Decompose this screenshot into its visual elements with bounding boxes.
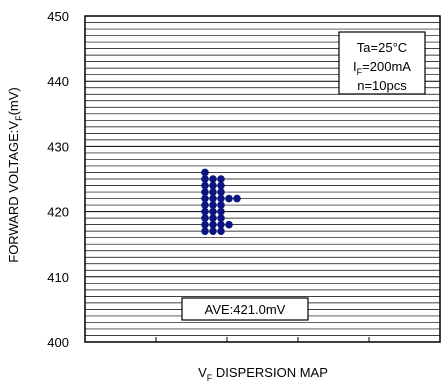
- x-axis-label-main: V: [198, 365, 207, 380]
- data-point: [201, 201, 209, 209]
- data-point: [209, 175, 217, 183]
- average-box: AVE:421.0mV: [181, 297, 309, 321]
- data-point: [217, 201, 225, 209]
- data-point: [201, 227, 209, 235]
- y-tick-label: 450: [47, 9, 69, 24]
- data-point: [217, 214, 225, 222]
- data-point: [217, 220, 225, 229]
- data-point: [217, 194, 225, 203]
- y-axis-tick-labels: 400 410 420 430 440 450: [47, 9, 69, 350]
- data-point: [209, 194, 217, 203]
- data-point: [217, 227, 225, 235]
- condition-current-value: =200mA: [362, 59, 411, 74]
- y-tick-label: 420: [47, 205, 69, 220]
- data-point: [209, 220, 217, 229]
- data-point: [209, 214, 217, 222]
- data-point: [209, 181, 217, 190]
- data-point: [201, 207, 209, 216]
- condition-temperature-unit: °C: [393, 40, 408, 55]
- y-tick-label: 430: [47, 139, 69, 154]
- data-point: [209, 188, 217, 196]
- x-axis-label-sub: F: [207, 373, 213, 383]
- y-axis-label-main: FORWARD VOLTAGE:V: [6, 121, 21, 263]
- data-point: [201, 220, 209, 229]
- condition-current: IF=200mA: [353, 59, 411, 77]
- conditions-box: Ta=25°C IF=200mA n=10pcs: [338, 31, 426, 95]
- conditions-box-frame: [338, 31, 426, 95]
- data-point: [217, 175, 225, 183]
- x-axis-ticks: [155, 337, 370, 342]
- condition-current-sub: F: [357, 67, 363, 77]
- data-point: [201, 194, 209, 203]
- data-point: [217, 207, 225, 216]
- data-point: [209, 201, 217, 209]
- y-axis-label-unit: (mV): [6, 87, 21, 115]
- data-point: [201, 175, 209, 183]
- condition-current-symbol: I: [353, 59, 357, 74]
- data-point: [233, 194, 241, 203]
- y-axis-label: FORWARD VOLTAGE:VF(mV): [6, 87, 24, 263]
- condition-temperature-value: Ta=25: [357, 40, 393, 55]
- data-point: [209, 207, 217, 216]
- data-point: [225, 194, 233, 203]
- data-point: [209, 227, 217, 235]
- average-label: AVE:421.0mV: [205, 302, 286, 317]
- condition-sample-count: n=10pcs: [357, 78, 407, 93]
- y-axis-label-sub: F: [14, 115, 24, 121]
- condition-temperature: Ta=25°C: [357, 40, 407, 55]
- data-point: [201, 168, 209, 177]
- data-point: [225, 220, 233, 229]
- y-tick-label: 440: [47, 74, 69, 89]
- y-tick-label: 410: [47, 270, 69, 285]
- plot-frame: [84, 15, 441, 343]
- average-box-frame: [181, 297, 309, 321]
- x-axis-label: VF DISPERSION MAP: [198, 365, 328, 383]
- x-axis-label-rest: DISPERSION MAP: [212, 365, 328, 380]
- data-point: [201, 188, 209, 196]
- data-point: [217, 181, 225, 190]
- data-points: [201, 168, 241, 235]
- data-point: [201, 214, 209, 222]
- data-point: [217, 188, 225, 196]
- data-point: [201, 181, 209, 190]
- y-tick-label: 400: [47, 335, 69, 350]
